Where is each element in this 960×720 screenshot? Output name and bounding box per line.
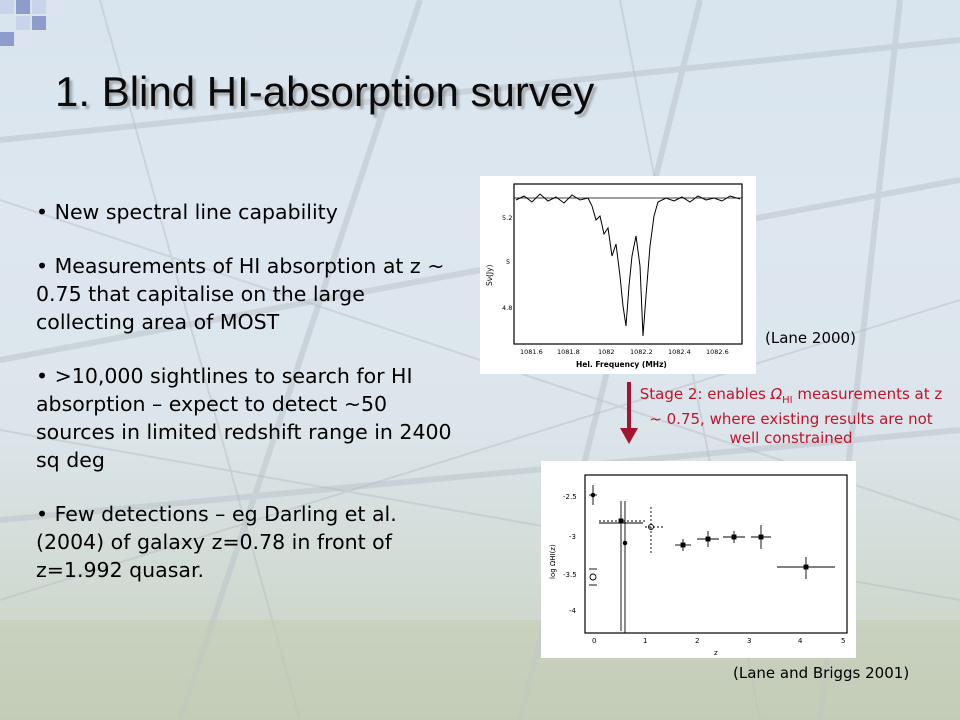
decorative-squares <box>0 0 80 56</box>
bullet-item: • Measurements of HI absorption at z ~ 0… <box>36 254 445 334</box>
omega-hi-figure: 0 1 2 3 4 5 -2.5 -3 -3.5 -4 z log ΩHI(z) <box>541 461 856 658</box>
y-axis-label: Sν(Jy) <box>485 264 494 286</box>
x-tick-label: 1081.8 <box>557 348 580 356</box>
figure-caption: (Lane 2000) <box>765 329 856 347</box>
x-tick-label: 1082.4 <box>668 348 691 356</box>
x-tick-label: 1082.6 <box>706 348 729 356</box>
y-tick-label: -3 <box>569 533 576 541</box>
x-tick-label: 0 <box>592 637 596 645</box>
x-axis-label: Hel. Frequency (MHz) <box>576 360 667 369</box>
y-tick-label: -2.5 <box>563 493 577 501</box>
x-tick-label: 3 <box>747 637 751 645</box>
x-tick-label: 2 <box>695 637 699 645</box>
figure-caption: (Lane and Briggs 2001) <box>733 664 910 682</box>
x-tick-label: 4 <box>798 637 803 645</box>
down-arrow-icon <box>620 382 638 444</box>
x-tick-label: 1 <box>643 637 647 645</box>
slide-title: 1. Blind HI-absorption survey <box>55 68 595 115</box>
bullet-item: • New spectral line capability <box>36 200 338 224</box>
x-tick-label: 1082 <box>598 348 615 356</box>
bullet-item: • Few detections – eg Darling et al. (20… <box>36 502 397 582</box>
y-tick-label: -4 <box>569 607 577 615</box>
stage-note: Stage 2: enables ΩHI measurements at z ~… <box>639 385 943 447</box>
bullet-list: • New spectral line capability • Measure… <box>36 198 456 610</box>
y-tick-label: 5.2 <box>502 214 512 222</box>
spectrum-figure: 1081.6 1081.8 1082 1082.2 1082.4 1082.6 … <box>480 176 756 374</box>
y-tick-label: 5 <box>506 258 510 266</box>
y-axis-label: log ΩHI(z) <box>549 544 557 579</box>
x-tick-label: 1081.6 <box>520 348 543 356</box>
x-axis-label: z <box>714 649 718 657</box>
y-tick-label: -3.5 <box>563 571 577 579</box>
bullet-item: • >10,000 sightlines to search for HI ab… <box>36 364 452 472</box>
y-tick-label: 4.8 <box>502 304 512 312</box>
x-tick-label: 5 <box>841 637 845 645</box>
x-tick-label: 1082.2 <box>630 348 653 356</box>
